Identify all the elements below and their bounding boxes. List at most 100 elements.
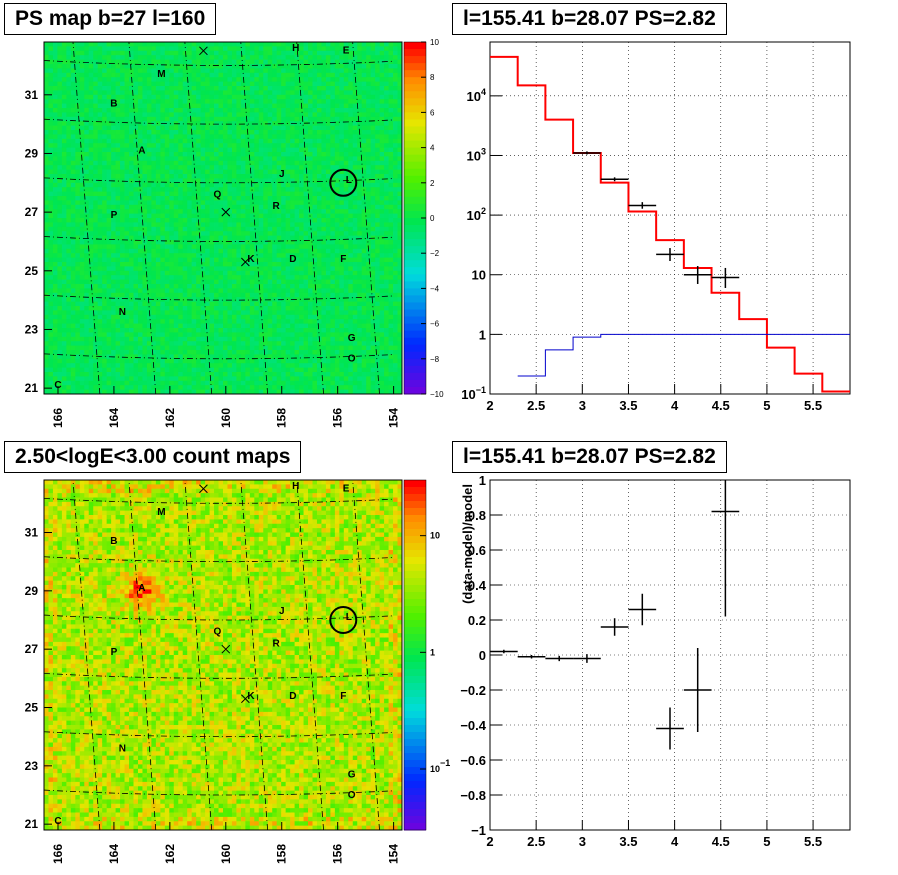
count-map-colorbar-cell <box>404 494 426 502</box>
count-map-colorbar-label: 10 <box>430 531 440 541</box>
residuals-ytick-label: 1 <box>479 473 486 488</box>
spectrum-xtick-label: 2 <box>486 398 493 413</box>
count-map-xtick-label: 158 <box>275 844 289 864</box>
count-map-colorbar-cell <box>404 788 426 796</box>
ps-map-panel: 166 164 162 160 158 156 154 21 23 25 27 29 31 H E M B A J L… <box>25 38 444 428</box>
count-map-colorbar-cell <box>404 774 426 782</box>
count-map-xtick-label: 154 <box>387 844 401 864</box>
ps-map-ytick-label: 29 <box>25 146 39 160</box>
count-map-source-label: M <box>157 507 165 518</box>
residuals-xtick-label: 4.5 <box>712 834 730 849</box>
ps-map-colorbar-cell <box>404 70 426 78</box>
ps-map-colorbar-cell <box>404 196 426 205</box>
ps-map-colorbar-label: 10 <box>430 38 439 47</box>
spectrum-ytick-label: 1 <box>479 327 486 342</box>
ps-map-cross-marker <box>199 46 208 56</box>
count-map-colorbar-cell <box>404 487 426 495</box>
ps-map-colorbar-cell <box>404 218 426 226</box>
count-map-colorbar-cell <box>404 746 426 754</box>
residuals-ytick-label: −0.2 <box>460 683 486 698</box>
ps-map-source-label: E <box>343 46 350 57</box>
residuals-ytick-label: 0.6 <box>468 543 486 558</box>
ps-map-colorbar-cell <box>404 210 426 219</box>
count-map-ytick-label: 21 <box>25 817 39 831</box>
ps-map-colorbar-cell <box>404 77 426 85</box>
count-map-cross-marker <box>199 484 208 494</box>
count-map-source-label: C <box>54 816 61 827</box>
ps-map-colorbar-cell <box>404 133 426 142</box>
ps-map-source-label: C <box>54 380 61 391</box>
count-map-colorbar-cell <box>404 641 426 649</box>
ps-map-colorbar-label: −6 <box>430 320 440 329</box>
count-map-colorbar-cell <box>404 522 426 530</box>
count-map-colorbar-cell <box>404 564 426 572</box>
ps-map-colorbar-cell <box>404 182 426 191</box>
count-map-xtick-label: 162 <box>163 844 177 864</box>
ps-map-colorbar-cell <box>404 358 426 367</box>
ps-map-colorbar-cell <box>404 351 426 360</box>
residuals-ylabel: (data-model)/model <box>460 484 475 604</box>
count-map-ytick-label: 25 <box>25 701 39 715</box>
count-map-source-label: Q <box>214 627 222 638</box>
residuals-xtick-label: 3.5 <box>619 834 637 849</box>
ps-map-source-label: M <box>157 69 165 80</box>
count-map-xtick-label: 166 <box>51 844 65 864</box>
ps-map-ytick-label: 27 <box>25 205 39 219</box>
ps-map-colorbar-cell <box>404 91 426 99</box>
spectrum-xtick-label: 4 <box>671 398 679 413</box>
ps-map-source-label: Q <box>214 189 222 200</box>
ps-map-colorbar-cell <box>404 161 426 170</box>
ps-map-colorbar-cell <box>404 302 426 311</box>
ps-map-ytick-label: 23 <box>25 322 39 336</box>
count-map-colorbar-cell <box>404 515 426 523</box>
residuals-ytick-label: 0.4 <box>468 578 487 593</box>
ps-map-colorbar-cell <box>404 267 426 275</box>
residuals-xtick-label: 3 <box>579 834 586 849</box>
ps-map-colorbar-cell <box>404 84 426 92</box>
count-map-colorbar-frame <box>403 479 427 831</box>
ps-map-xtick-label: 158 <box>275 408 289 428</box>
spectrum-xtick-label: 5 <box>763 398 770 413</box>
ps-map-grid-parallel <box>43 294 394 301</box>
ps-map-xtick-label: 164 <box>107 408 121 428</box>
ps-map-colorbar-cell <box>404 147 426 156</box>
count-map-colorbar-cell <box>404 536 426 544</box>
ps-map-colorbar-cell <box>404 203 426 212</box>
count-map-ytick-label: 31 <box>25 526 39 540</box>
spectrum-xtick-label: 5.5 <box>804 398 822 413</box>
count-map-colorbar-label: 1 <box>430 647 435 657</box>
ps-map-xtick-label: 154 <box>387 408 401 428</box>
ps-map-colorbar-cell <box>404 246 426 254</box>
ps-map-colorbar-cell <box>404 295 426 303</box>
ps-map-source-label: J <box>279 169 285 180</box>
ps-map-source-label: K <box>247 254 255 265</box>
count-map-ytick-label: 23 <box>25 759 39 773</box>
count-map-colorbar-cell <box>404 690 426 698</box>
count-map-source-label: D <box>289 691 296 702</box>
ps-map-colorbar-cell <box>404 98 426 106</box>
count-map-source-label: L <box>346 612 352 623</box>
ps-map-source-label: A <box>138 145 145 156</box>
ps-map-colorbar-cell <box>404 175 426 184</box>
ps-map-colorbar-cell <box>404 344 426 353</box>
ps-map-source-label: O <box>348 354 356 365</box>
count-map-xtick-label: 160 <box>219 844 233 864</box>
count-map-colorbar-cell <box>404 760 426 768</box>
residuals-xtick-label: 4 <box>671 834 679 849</box>
ps-map-source-label: G <box>348 333 356 344</box>
ps-map-source-label: H <box>292 43 299 54</box>
count-map-colorbar-cell <box>404 795 426 803</box>
count-map-colorbar-cell <box>404 802 426 810</box>
spectrum-xtick-label: 3 <box>579 398 586 413</box>
ps-map-colorbar-label: −10 <box>430 390 444 399</box>
ps-map-colorbar-cell <box>404 225 426 233</box>
count-map-title: 2.50<logE<3.00 count maps <box>4 441 302 473</box>
count-map-source-label: H <box>292 481 299 492</box>
count-map-colorbar-cell <box>404 543 426 551</box>
spectrum-frame <box>489 41 851 395</box>
ps-map-source-label: N <box>119 307 126 318</box>
count-map-source-label: J <box>279 606 285 617</box>
count-map-source-label: P <box>111 647 118 658</box>
